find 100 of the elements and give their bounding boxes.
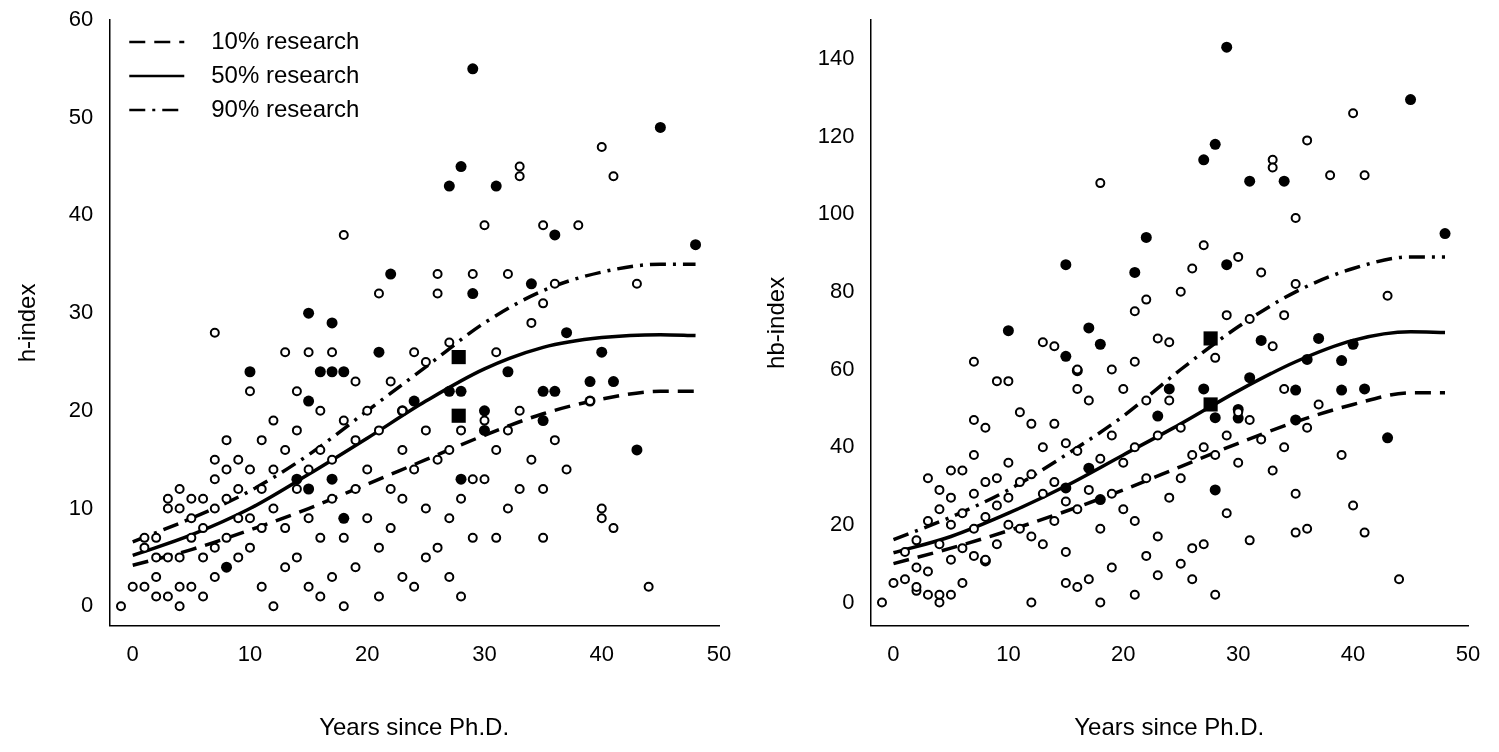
point [1002,325,1014,337]
point [1336,384,1348,396]
point [1083,322,1095,334]
point [1209,484,1221,496]
point [455,161,467,173]
point [314,366,326,378]
point [1129,266,1141,278]
y-tick-label: 140 [817,44,855,70]
x-tick-label: 0 [887,641,900,667]
point [690,239,702,251]
point [303,483,315,495]
y-tick-label: 60 [830,355,855,381]
x-tick-label: 30 [472,641,497,667]
line-series [130,332,698,558]
point [596,346,608,358]
point [1244,175,1256,187]
point [549,385,561,397]
point [326,317,338,329]
y-tick-label: 40 [830,433,855,459]
point [478,405,490,417]
point [1359,383,1371,395]
point [1255,334,1267,346]
point [1209,412,1221,424]
point [561,327,573,339]
point [478,424,490,436]
y-tick-label: 40 [68,201,94,227]
point [525,278,537,290]
point [455,385,467,397]
point [1152,410,1164,422]
point [1347,338,1359,350]
y-tick-label: 0 [842,588,855,614]
point [1094,494,1106,506]
point [221,561,233,573]
legend-label: 50% research [211,60,360,88]
point [1290,414,1302,426]
point [451,408,466,423]
point [537,415,549,427]
legend-label: 90% research [211,94,360,122]
point [1163,383,1175,395]
point [490,180,502,192]
point [373,346,385,358]
point [1203,397,1218,412]
y-tick-label: 0 [81,592,94,618]
y-tick-label: 20 [68,396,94,422]
point [1439,228,1451,240]
point [455,473,467,485]
point [1198,154,1210,166]
y-tick-label: 80 [830,277,855,303]
x-tick-label: 10 [996,641,1021,667]
point [443,180,455,192]
x-axis-title: Years since Ph.D. [319,713,510,741]
x-tick-label: 10 [237,641,263,667]
y-tick-label: 60 [68,6,94,32]
point [1060,350,1072,362]
point [537,385,549,397]
point [584,376,596,388]
point [467,63,479,75]
x-axis-title: Years since Ph.D. [1074,713,1265,741]
point [443,385,455,397]
point [1301,353,1313,365]
point [607,376,619,388]
point [1140,231,1152,243]
line-series [130,262,698,544]
y-axis-title: hb-index [762,276,790,369]
line-series [891,255,1447,542]
point [654,121,666,133]
point [1336,355,1348,367]
point [631,444,643,456]
y-tick-label: 100 [817,200,855,226]
y-tick-label: 10 [68,494,94,520]
point [303,395,315,407]
point [467,288,479,300]
x-tick-label: 40 [1340,641,1366,667]
point [1221,41,1233,53]
point [1244,372,1256,384]
x-tick-label: 50 [1455,641,1481,667]
point [408,395,420,407]
legend-label: 10% research [211,26,360,54]
point [303,307,315,319]
point [326,366,338,378]
point [244,366,256,378]
point [1094,338,1106,350]
point [326,473,338,485]
x-tick-label: 20 [1111,641,1136,667]
point [1060,259,1072,271]
point [1198,383,1210,395]
point [338,512,350,524]
point [1382,432,1394,444]
x-tick-label: 0 [126,641,139,667]
y-tick-label: 20 [830,510,855,536]
point [385,268,397,280]
point [1278,175,1290,187]
x-tick-label: 20 [354,641,380,667]
line-series [891,330,1447,555]
point [291,473,303,485]
point [1290,384,1302,396]
point [338,366,350,378]
x-tick-label: 50 [706,641,732,667]
point [1221,259,1233,271]
point [502,366,514,378]
